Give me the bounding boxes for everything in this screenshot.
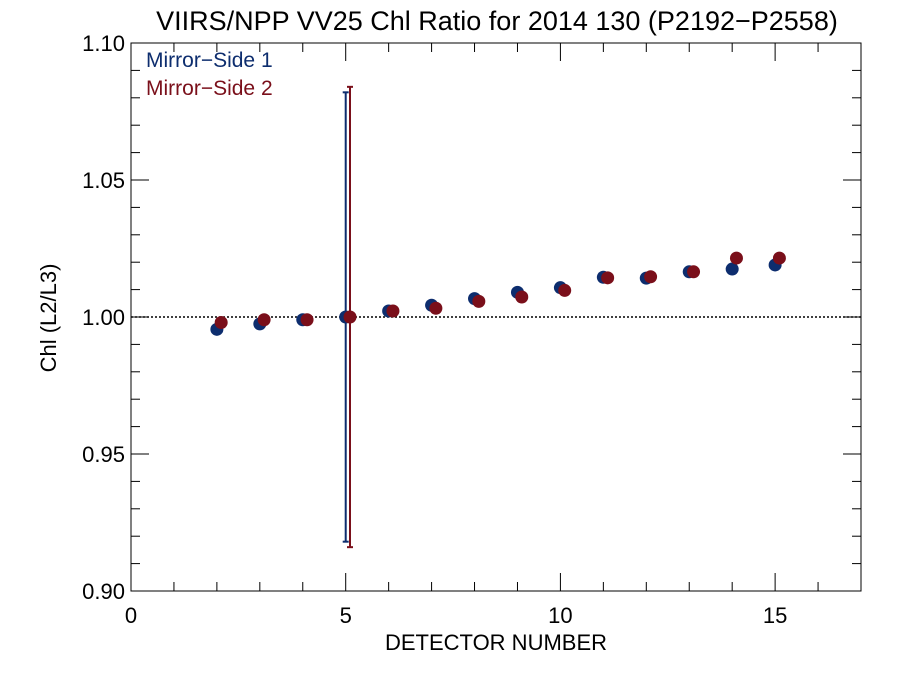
- point-series-2: [644, 270, 658, 284]
- point-series-2: [300, 313, 314, 327]
- point-series-2: [558, 283, 572, 297]
- legend-entry-series-2: Mirror−Side 2: [146, 77, 273, 100]
- data-points: [210, 251, 786, 336]
- point-series-2: [515, 290, 529, 304]
- y-tick-label: 1.00: [82, 305, 125, 330]
- legend: Mirror−Side 1 Mirror−Side 2: [146, 49, 273, 100]
- point-series-2: [472, 294, 486, 308]
- axis-ticks: 0 5 10 15 0.90 0.95 1.00 1.05 1.10: [82, 31, 861, 628]
- x-tick-label: 10: [548, 603, 572, 628]
- y-tick-label: 0.90: [82, 579, 125, 604]
- x-axis-label: DETECTOR NUMBER: [385, 630, 607, 655]
- point-series-2: [729, 251, 743, 265]
- y-tick-label: 1.10: [82, 31, 125, 56]
- point-series-2: [601, 271, 615, 285]
- chart-title: VIIRS/NPP VV25 Chl Ratio for 2014 130 (P…: [156, 6, 838, 36]
- legend-entry-series-1: Mirror−Side 1: [146, 49, 273, 72]
- point-series-2: [214, 315, 228, 329]
- y-tick-label: 0.95: [82, 442, 125, 467]
- y-tick-label: 1.05: [82, 168, 125, 193]
- point-series-2: [257, 313, 271, 327]
- point-series-1: [725, 262, 739, 276]
- y-axis-label: Chl (L2/L3): [36, 264, 61, 373]
- x-tick-label: 5: [340, 603, 352, 628]
- point-series-2: [772, 251, 786, 265]
- point-series-2: [343, 310, 357, 324]
- x-tick-label: 15: [763, 603, 787, 628]
- plot-frame: [130, 42, 862, 592]
- point-series-2: [386, 304, 400, 318]
- point-series-2: [687, 265, 701, 279]
- x-tick-label: 0: [125, 603, 137, 628]
- point-series-2: [429, 301, 443, 315]
